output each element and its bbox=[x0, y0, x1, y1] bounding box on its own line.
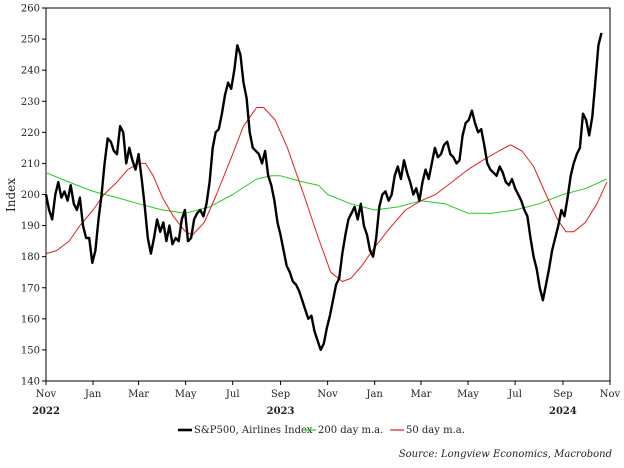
series-line-2 bbox=[45, 107, 608, 282]
y-axis-label: Index bbox=[4, 178, 18, 212]
y-tick-label: 170 bbox=[21, 283, 40, 294]
series-layer bbox=[44, 32, 608, 352]
x-tick-label: Nov bbox=[317, 389, 338, 400]
legend: S&P500, Airlines Index 200 day m.a. 50 day… bbox=[178, 425, 465, 436]
x-tick-label: Sep bbox=[271, 389, 290, 400]
x-year-label: 2023 bbox=[267, 406, 295, 417]
x-year-label: 2024 bbox=[549, 406, 577, 417]
x-tick-label: May bbox=[175, 389, 197, 400]
x-tick-label: Jul bbox=[507, 389, 522, 400]
source-note: Source: Longview Economics, Macrobond bbox=[399, 449, 612, 460]
y-tick-label: 150 bbox=[21, 345, 40, 356]
y-tick-label: 230 bbox=[21, 97, 40, 108]
x-tick-label: May bbox=[457, 389, 479, 400]
series-line-1 bbox=[45, 172, 608, 214]
y-tick-label: 160 bbox=[21, 314, 40, 325]
x-tick-label: Nov bbox=[36, 389, 57, 400]
y-tick-label: 140 bbox=[21, 377, 40, 388]
x-tick-label: Jul bbox=[225, 389, 240, 400]
legend-label-1: 200 day m.a. bbox=[318, 425, 383, 436]
y-tick-label: 190 bbox=[21, 221, 40, 232]
y-tick-label: 210 bbox=[21, 159, 40, 170]
x-tick-label: Sep bbox=[553, 389, 572, 400]
x-tick-label: Mar bbox=[128, 389, 149, 400]
y-tick-label: 180 bbox=[21, 252, 40, 263]
legend-label-0: S&P500, Airlines Index bbox=[194, 425, 313, 436]
y-tick-label: 220 bbox=[21, 128, 40, 139]
legend-label-2: 50 day m.a. bbox=[406, 425, 465, 436]
x-axis: Nov Jan Mar May Jul Sep Nov Jan Mar May Jul Sep Nov 2… bbox=[32, 381, 621, 417]
y-axis: 140 150 160 170 180 190 200 210 220 230 240 250 260 bbox=[21, 4, 46, 388]
y-tick-label: 250 bbox=[21, 35, 40, 46]
series-line-0 bbox=[44, 32, 603, 352]
x-tick-label: Mar bbox=[410, 389, 431, 400]
y-tick-label: 240 bbox=[21, 66, 40, 77]
y-tick-label: 260 bbox=[21, 4, 40, 15]
x-tick-label: Nov bbox=[600, 389, 621, 400]
x-tick-label: Jan bbox=[84, 389, 102, 400]
x-tick-label: Jan bbox=[365, 389, 383, 400]
y-tick-label: 200 bbox=[21, 190, 40, 201]
x-year-label: 2022 bbox=[32, 406, 60, 417]
